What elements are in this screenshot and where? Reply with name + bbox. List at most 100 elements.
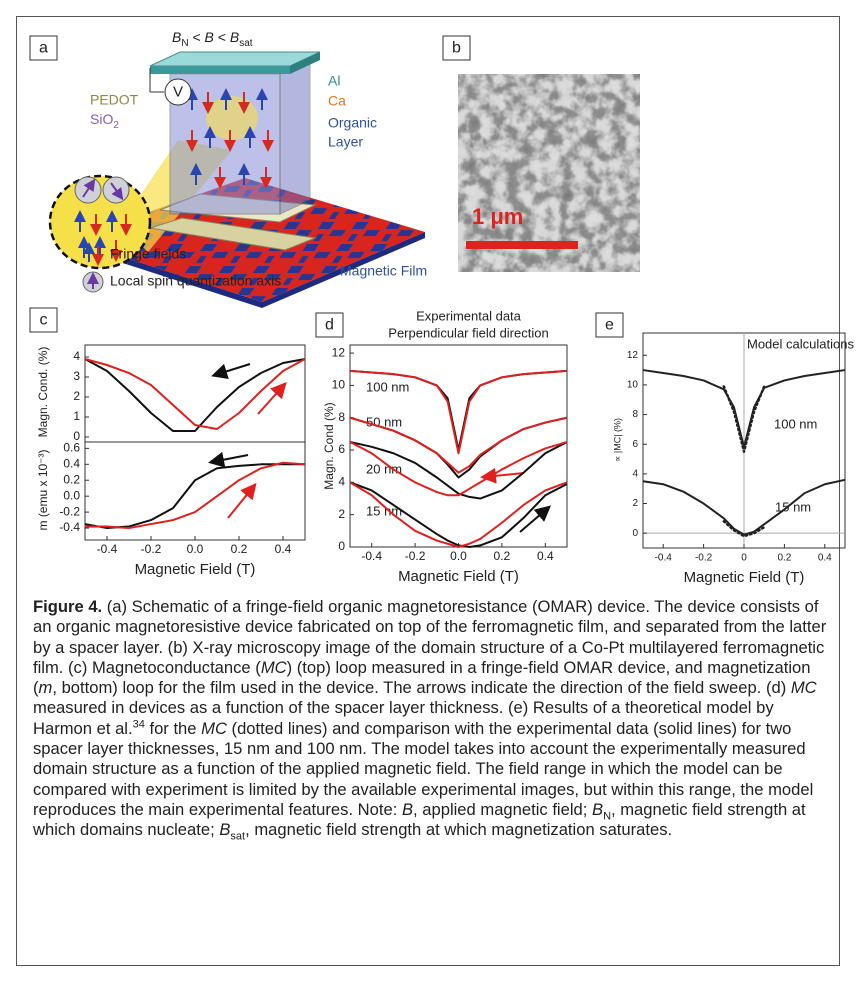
text-run: B: [230, 29, 239, 45]
page: { "panels": {"a": "a", "b": "b", "c": "c…: [0, 0, 857, 984]
data-line: [85, 463, 305, 528]
panel-label: c: [40, 312, 48, 329]
text-run: m: [39, 678, 53, 697]
text-run: SiO: [90, 111, 113, 127]
x-tick-label: 0.4: [537, 549, 554, 563]
text-run: B: [592, 800, 603, 819]
ca-label: Ca: [328, 93, 346, 109]
text-run: <: [189, 29, 205, 45]
y-tick-label: -0.4: [59, 520, 80, 534]
y-axis-label: m (emu x 10⁻³): [36, 449, 50, 530]
text-run: MC: [791, 678, 817, 697]
text-run: B: [402, 800, 413, 819]
text-run: sat: [239, 38, 253, 49]
x-tick-label: -0.4: [361, 549, 382, 563]
organic-label: Organic: [328, 115, 377, 131]
x-tick-label: 0.2: [494, 549, 511, 563]
y-tick-label: 1: [73, 409, 80, 423]
plot-frame: [85, 442, 305, 540]
text-run: B: [219, 820, 230, 839]
y-tick-label: 12: [332, 345, 346, 359]
y-tick-label: 0: [632, 528, 638, 539]
caption-label: Figure 4.: [33, 597, 102, 616]
y-tick-label: 6: [338, 442, 345, 456]
x-tick-label: -0.2: [141, 542, 162, 556]
y-tick-label: 10: [627, 380, 639, 391]
x-tick-label: 0.2: [777, 553, 791, 564]
x-tick-label: 0.0: [450, 549, 467, 563]
layer-label: Layer: [328, 134, 363, 150]
panel-label: d: [325, 317, 334, 334]
x-tick-label: -0.4: [655, 553, 673, 564]
y-tick-label: 12: [627, 350, 639, 361]
panel-label: e: [605, 317, 614, 334]
y-axis-label: Magn. Cond. (%): [36, 347, 50, 438]
caption: Figure 4. (a) Schematic of a fringe-fiel…: [33, 597, 833, 841]
y-tick-label: 0: [338, 539, 345, 553]
voltmeter-label: V: [173, 83, 183, 100]
curve-label: 100 nm: [774, 416, 817, 431]
y-tick-label: 4: [338, 475, 345, 489]
curve-label: 100 nm: [366, 379, 409, 394]
sio2-label: SiO2: [90, 111, 119, 131]
panel-label: b: [452, 40, 461, 57]
data-line: [85, 464, 305, 528]
chart-title: Perpendicular field direction: [388, 325, 548, 340]
sweep-arrow: [228, 486, 254, 518]
y-tick-label: 0.4: [63, 456, 80, 470]
legend-fringe: Fringe fields: [110, 246, 186, 262]
x-tick-label: 0.2: [231, 542, 248, 556]
field-condition: BN < B < Bsat: [172, 29, 253, 49]
text-run: B: [205, 29, 214, 45]
x-axis-label: Magnetic Field (T): [135, 561, 256, 578]
x-tick-label: -0.2: [405, 549, 426, 563]
text-run: , bottom) loop for the film used in the …: [52, 678, 791, 697]
organic-layer-side: [280, 60, 310, 214]
scale-bar: [466, 241, 578, 249]
plot-frame: [85, 345, 305, 442]
y-tick-label: -0.2: [59, 504, 80, 518]
y-tick-label: 0.6: [63, 441, 80, 455]
pedot-label: PEDOT: [90, 92, 139, 108]
text-run: 34: [133, 718, 145, 730]
figure-graphics: 1 μm a b c d e BN < B < Bsat Al Ca Organ…: [0, 0, 857, 595]
y-tick-label: 2: [73, 389, 80, 403]
text-run: 2: [113, 120, 119, 131]
y-tick-label: 2: [338, 507, 345, 521]
y-tick-label: 8: [338, 410, 345, 424]
y-tick-label: 6: [632, 439, 638, 450]
x-tick-label: 0: [741, 553, 747, 564]
x-axis-label: Magnetic Field (T): [684, 569, 805, 586]
film-label: Magnetic Film: [340, 263, 427, 279]
text-run: MC: [201, 719, 227, 738]
text-run: N: [181, 38, 188, 49]
y-tick-label: 0.2: [63, 472, 80, 486]
chart-title: Model calculations: [747, 336, 854, 351]
sweep-arrow: [212, 455, 248, 462]
x-tick-label: -0.2: [695, 553, 713, 564]
scale-label: 1 μm: [472, 204, 523, 229]
y-axis-label: ∝ |MC| (%): [612, 418, 622, 462]
text-run: sat: [230, 831, 245, 843]
text-run: MC: [261, 658, 287, 677]
y-tick-label: 8: [632, 409, 638, 420]
text-run: <: [214, 29, 230, 45]
text-run: for the: [145, 719, 201, 738]
x-tick-label: 0.4: [818, 553, 832, 564]
text-run: , applied magnetic field;: [413, 800, 592, 819]
x-tick-label: -0.4: [97, 542, 118, 556]
y-tick-label: 10: [332, 378, 346, 392]
sweep-arrow: [215, 364, 250, 375]
x-tick-label: 0.4: [275, 542, 292, 556]
y-tick-label: 0.0: [63, 488, 80, 502]
al-label: Al: [328, 73, 340, 89]
al-edge: [150, 66, 290, 74]
y-tick-label: 3: [73, 369, 80, 383]
y-tick-label: 4: [73, 349, 80, 363]
sweep-arrow: [520, 508, 548, 532]
data-line: [85, 359, 305, 429]
legend-spin-label: Local spin quantization axis: [110, 273, 281, 289]
y-tick-label: 2: [632, 498, 638, 509]
text-run: , magnetic field strength at which magne…: [245, 820, 672, 839]
panel-label: a: [39, 40, 48, 57]
